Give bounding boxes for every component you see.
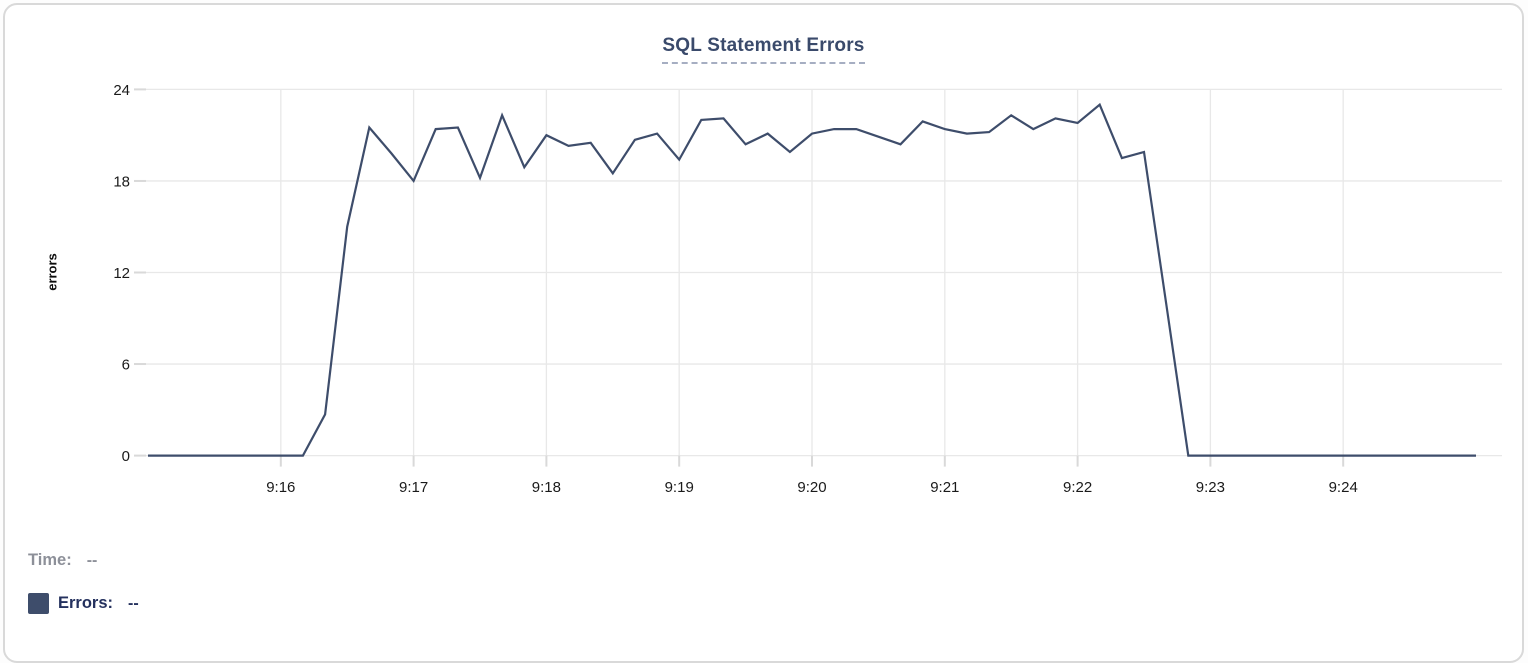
x-tick-label: 9:24	[1329, 479, 1358, 496]
time-readout: Time: --	[28, 551, 97, 570]
sql-errors-line-chart[interactable]: 0 6 12 18 24 9:16 9:17 9:18 9:19 9:20 9:21 9:22 9:23…	[5, 5, 1528, 657]
x-tick-label: 9:20	[797, 479, 826, 496]
x-tick-label: 9:19	[665, 479, 694, 496]
y-tick-label: 12	[113, 265, 130, 282]
y-tick-label: 24	[113, 82, 130, 99]
chart-header: SQL Statement Errors	[5, 35, 1522, 64]
errors-series-swatch	[28, 593, 49, 614]
legend-item-errors[interactable]: Errors: --	[28, 593, 139, 614]
x-tick-label: 9:21	[930, 479, 959, 496]
x-tick-label: 9:17	[399, 479, 428, 496]
y-tick-label: 18	[113, 173, 130, 190]
chart-card: SQL Statement Errors errors 0 6 12 18 24 9:16…	[3, 3, 1524, 663]
x-tick-label: 9:23	[1196, 479, 1225, 496]
x-tick-label: 9:22	[1063, 479, 1092, 496]
x-tick-label: 9:16	[266, 479, 295, 496]
time-readout-label: Time:	[28, 551, 72, 569]
x-tick-label: 9:18	[532, 479, 561, 496]
y-tick-label: 6	[122, 357, 130, 374]
series-line-errors	[148, 102, 1476, 457]
errors-readout-label: Errors:	[58, 594, 114, 612]
chart-title[interactable]: SQL Statement Errors	[662, 35, 865, 64]
errors-readout-value: --	[128, 594, 139, 612]
time-readout-value: --	[86, 551, 98, 569]
y-tick-label: 0	[122, 448, 130, 465]
